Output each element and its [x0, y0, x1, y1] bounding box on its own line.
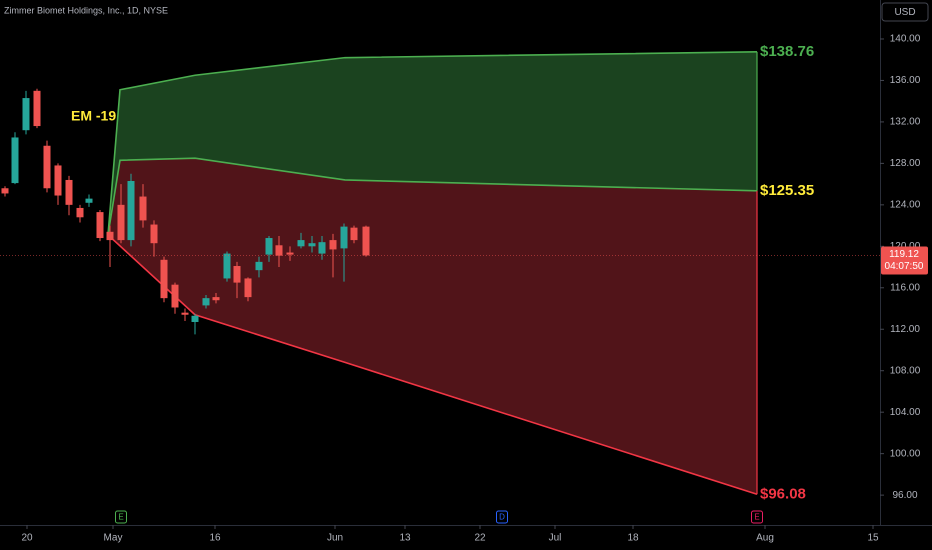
- y-tick-label: 104.00: [890, 407, 921, 418]
- x-tick-label: 22: [474, 533, 486, 544]
- y-tick-label: 128.00: [890, 158, 921, 169]
- candle-body: [329, 240, 337, 250]
- event-icon[interactable]: [751, 510, 763, 524]
- y-tick-label: 140.00: [890, 34, 921, 45]
- x-tick-label: 20: [21, 533, 33, 544]
- event-label[interactable]: E: [754, 513, 759, 522]
- x-tick-label: 15: [867, 533, 879, 544]
- x-tick-label: Jun: [327, 533, 343, 544]
- candle-body: [202, 298, 210, 306]
- x-tick-label: Aug: [756, 533, 774, 544]
- candle-body: [340, 226, 348, 249]
- event-icon[interactable]: [115, 510, 127, 524]
- candle-body: [265, 238, 273, 255]
- y-tick-label: 124.00: [890, 199, 921, 210]
- candle-body: [96, 212, 104, 239]
- candle-body: [160, 259, 168, 299]
- price-tag: [881, 246, 928, 275]
- event-label[interactable]: E: [118, 513, 123, 522]
- upper-value-label: $138.76: [760, 43, 814, 60]
- candle-body: [223, 253, 231, 279]
- annotation: EM -19: [71, 108, 116, 124]
- price-tag-value: 119.12: [889, 249, 919, 260]
- lower-line: [107, 234, 758, 496]
- candle-body: [191, 315, 199, 322]
- candle-body: [117, 204, 125, 241]
- candle-body: [255, 261, 263, 271]
- upper-zone: [108, 51, 757, 235]
- x-tick-label: 18: [627, 533, 639, 544]
- candle-body: [76, 207, 84, 218]
- candle-body: [127, 181, 135, 241]
- candles: [0, 88, 880, 335]
- candle-body: [233, 266, 241, 283]
- candle-body: [212, 297, 220, 301]
- candle-body: [150, 224, 158, 244]
- y-tick-label: 96.00: [892, 490, 917, 501]
- candle-body: [362, 226, 370, 256]
- candle-body: [275, 245, 283, 256]
- y-tick-label: 132.00: [890, 117, 921, 128]
- candle-body: [181, 312, 189, 315]
- candle-body: [308, 243, 316, 247]
- candle-body: [106, 231, 114, 241]
- x-tick-label: 16: [209, 533, 221, 544]
- middle-value-label: $125.35: [760, 182, 814, 199]
- candle-body: [297, 240, 305, 247]
- candle-body: [318, 242, 326, 254]
- candle-body: [286, 252, 294, 255]
- event-icon[interactable]: [496, 510, 508, 524]
- candle-body: [22, 98, 30, 131]
- currency[interactable]: USD: [894, 7, 915, 18]
- y-tick-label: 108.00: [890, 365, 921, 376]
- candle-body: [11, 137, 19, 184]
- candle-body: [54, 165, 62, 196]
- candle-body: [171, 284, 179, 308]
- labels: 96.00100.00104.00108.00112.00116.00120.0…: [21, 34, 928, 544]
- candle-body: [244, 278, 252, 298]
- candle-body: [1, 188, 9, 194]
- candle-body: [43, 145, 51, 189]
- candle-body: [350, 227, 358, 241]
- middle-line: [107, 157, 758, 236]
- candle-body: [85, 198, 93, 203]
- candle-body: [139, 196, 147, 221]
- x-tick-label: May: [104, 533, 123, 544]
- y-tick-label: 136.00: [890, 75, 921, 86]
- countdown: 04:07:50: [885, 261, 924, 272]
- lower-value-label: $96.08: [760, 485, 806, 502]
- candle-body: [65, 179, 73, 205]
- y-tick-label: 100.00: [890, 448, 921, 459]
- y-tick-label: 116.00: [890, 282, 920, 293]
- upper-line: [107, 51, 758, 235]
- candle-body: [33, 90, 41, 127]
- y-tick-label: 112.00: [890, 324, 920, 335]
- x-tick-label: 13: [399, 533, 411, 544]
- event-label[interactable]: D: [499, 513, 505, 522]
- chart-title: Zimmer Biomet Holdings, Inc., 1D, NYSE: [4, 5, 168, 15]
- currency-box[interactable]: [881, 2, 929, 22]
- x-tick-label: Jul: [549, 533, 562, 544]
